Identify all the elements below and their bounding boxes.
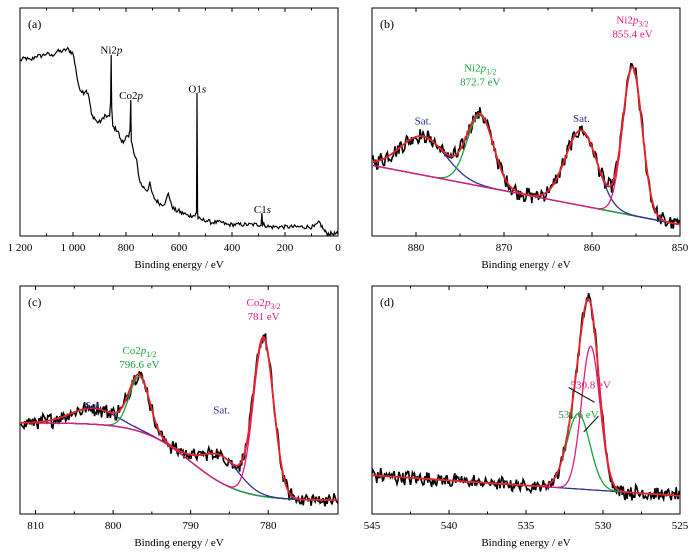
component-peak-line bbox=[20, 376, 338, 501]
panel-d: (d) 545 540 535 530 525 Binding energy / eV 531… bbox=[364, 285, 689, 549]
x-tick-label: 540 bbox=[441, 520, 458, 532]
raw-spectrum-line bbox=[372, 293, 680, 503]
peak-value-label: 531.6 eV bbox=[558, 409, 598, 421]
raw-spectrum-line bbox=[372, 62, 680, 229]
x-tick-label: 1 000 bbox=[61, 242, 86, 254]
component-peak-line bbox=[372, 413, 680, 497]
peak-name-label: Ni2p1/2 bbox=[464, 63, 496, 77]
survey-spectrum-line bbox=[20, 46, 338, 236]
peak-annotation: C1s bbox=[254, 204, 271, 216]
x-tick-label: 0 bbox=[335, 242, 341, 254]
fit-envelope-line bbox=[372, 66, 680, 226]
x-tick-label: 860 bbox=[584, 242, 601, 254]
background-line bbox=[20, 422, 338, 501]
component-peak-line bbox=[372, 135, 680, 226]
x-tick-label: 810 bbox=[27, 520, 44, 532]
satellite-label: Sat. bbox=[573, 113, 590, 125]
component-peak-line bbox=[20, 407, 338, 501]
component-peak-line bbox=[20, 338, 338, 501]
x-tick-label: 800 bbox=[105, 520, 122, 532]
x-tick-label: 535 bbox=[518, 520, 535, 532]
peak-value-label: 781 eV bbox=[248, 311, 280, 323]
raw-spectrum-line bbox=[20, 333, 338, 507]
peak-annotation: O1s bbox=[188, 83, 206, 95]
x-tick-label: 200 bbox=[277, 242, 294, 254]
satellite-label: Sat. bbox=[415, 115, 432, 127]
peak-name-label: Ni2p3/2 bbox=[616, 15, 648, 29]
x-tick-label: 600 bbox=[171, 242, 188, 254]
plot-frame bbox=[19, 7, 339, 237]
x-axis-label: Binding energy / eV bbox=[134, 537, 223, 549]
x-tick-label: 1 200 bbox=[8, 242, 33, 254]
satellite-label: Sat. bbox=[85, 400, 102, 412]
fit-envelope-line bbox=[372, 297, 680, 497]
component-peak-line bbox=[372, 66, 680, 226]
panel-c: (c) 810 800 790 780 Binding energy / eV Sat. Co… bbox=[19, 285, 339, 549]
x-tick-label: 790 bbox=[182, 520, 199, 532]
peak-name-label: Co2p1/2 bbox=[122, 345, 156, 359]
x-axis-label: Binding energy / eV bbox=[481, 259, 570, 271]
peak-value-label: 872.7 eV bbox=[460, 77, 500, 89]
x-tick-label: 530 bbox=[595, 520, 612, 532]
x-tick-label: 400 bbox=[224, 242, 241, 254]
plot-frame bbox=[371, 7, 681, 237]
peak-name-label: Co2p3/2 bbox=[247, 297, 281, 311]
satellite-label: Sat. bbox=[213, 405, 230, 417]
component-peak-line bbox=[20, 422, 338, 501]
component-peak-line bbox=[372, 345, 680, 497]
x-tick-label: 525 bbox=[672, 520, 689, 532]
panel-a: (a) 1 200 1 000 800 600 400 200 0 Binding energy… bbox=[8, 7, 341, 271]
x-axis-label: Binding energy / eV bbox=[481, 537, 570, 549]
panel-label: (a) bbox=[28, 17, 41, 31]
panel-label: (d) bbox=[380, 295, 394, 309]
x-tick-label: 880 bbox=[408, 242, 425, 254]
peak-value-label: 796.6 eV bbox=[119, 359, 159, 371]
x-axis-label: Binding energy / eV bbox=[134, 259, 223, 271]
x-tick-label: 800 bbox=[118, 242, 135, 254]
x-tick-label: 850 bbox=[672, 242, 689, 254]
peak-annotation: Co2p bbox=[119, 90, 143, 102]
component-peak-line bbox=[372, 114, 680, 226]
label-arrow bbox=[568, 387, 595, 403]
peak-value-label: 530.8 eV bbox=[571, 380, 611, 392]
panel-b: (b) 880 870 860 850 Binding energy / eV Sat. Ni… bbox=[371, 7, 689, 271]
x-tick-label: 870 bbox=[496, 242, 513, 254]
peak-value-label: 855.4 eV bbox=[612, 29, 652, 41]
panel-label: (b) bbox=[380, 17, 394, 31]
x-tick-label: 545 bbox=[364, 520, 381, 532]
panel-label: (c) bbox=[28, 295, 41, 309]
fit-envelope-line bbox=[20, 335, 338, 502]
peak-annotation: Ni2p bbox=[100, 45, 123, 57]
plot-frame bbox=[19, 285, 339, 515]
x-tick-label: 780 bbox=[260, 520, 277, 532]
label-arrow bbox=[583, 415, 599, 433]
